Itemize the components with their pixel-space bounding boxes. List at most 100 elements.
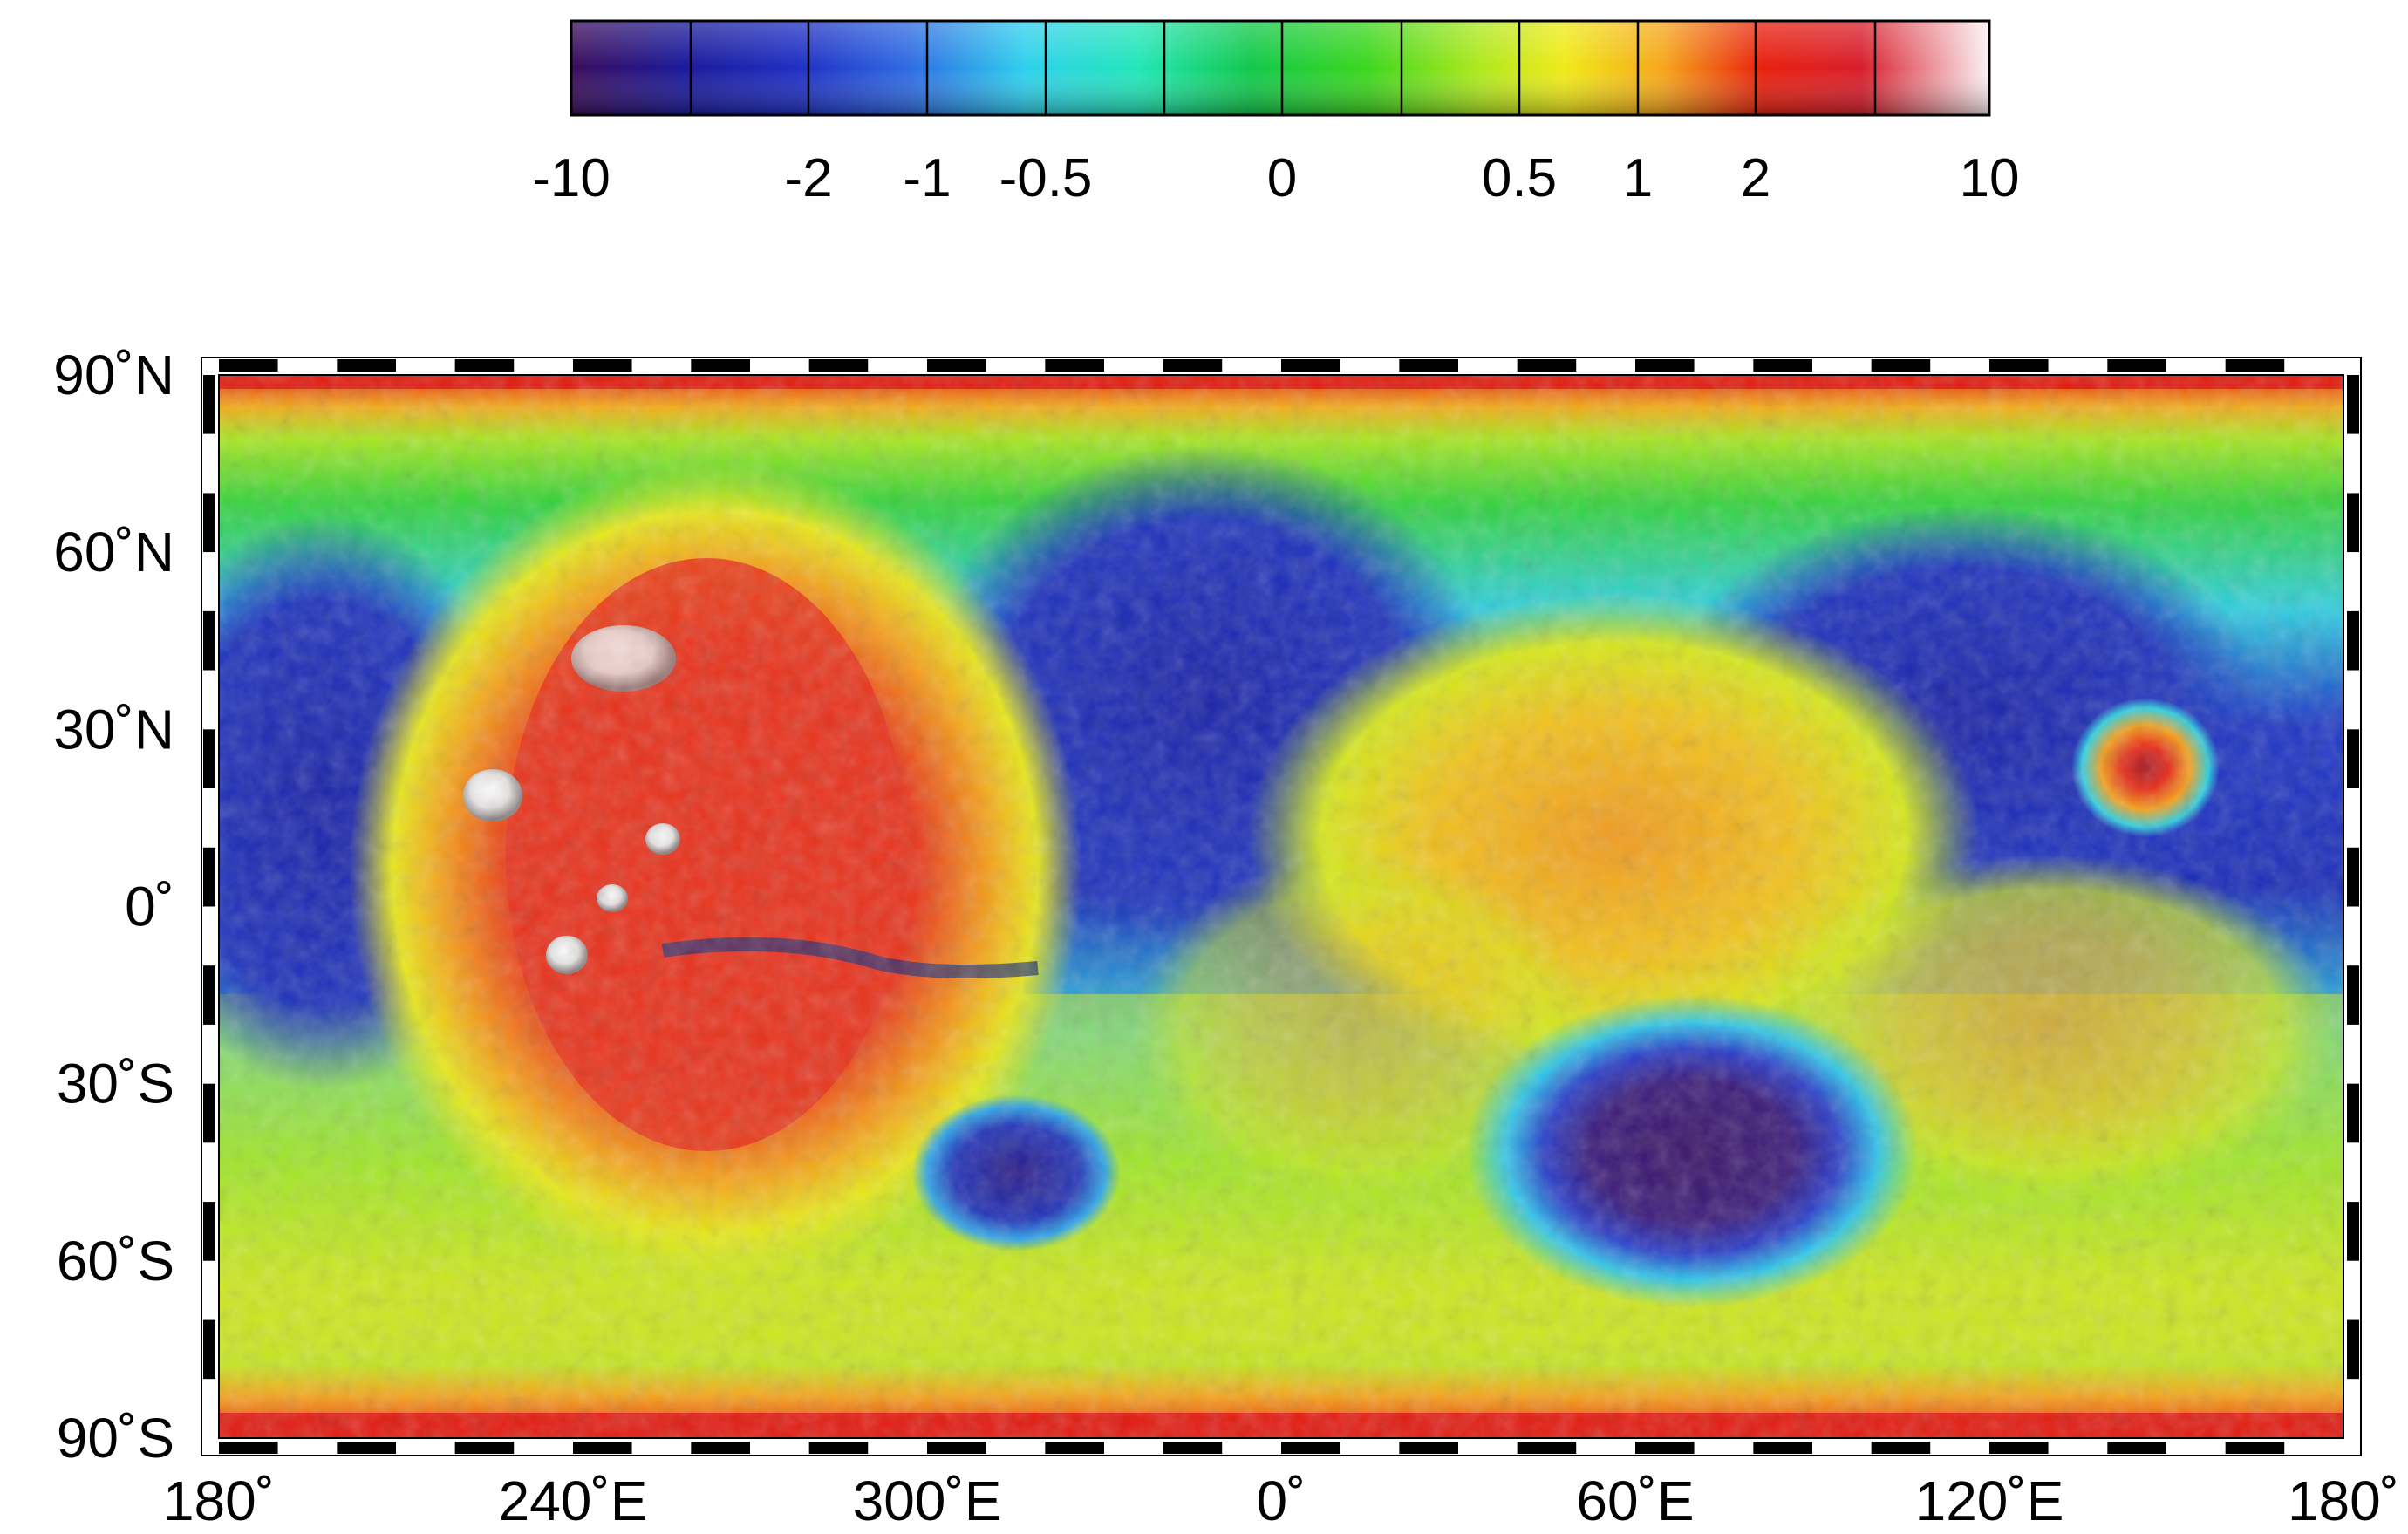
frame-segment-top bbox=[1635, 359, 1695, 372]
frame-segment-left bbox=[203, 1142, 215, 1203]
frame-segment-right bbox=[2347, 1319, 2359, 1380]
frame-segment-top bbox=[514, 359, 573, 372]
frame-segment-left bbox=[203, 1202, 215, 1261]
frame-segment-bottom bbox=[1517, 1442, 1577, 1454]
frame-segment-top bbox=[1517, 359, 1577, 372]
color-scale-tick-label: 1 bbox=[1623, 148, 1653, 208]
frame-segment-top bbox=[1104, 359, 1163, 372]
frame-segment-bottom bbox=[1163, 1442, 1223, 1454]
frame-segment-right bbox=[2347, 906, 2359, 966]
frame-segment-top bbox=[2048, 359, 2108, 372]
frame-segment-left bbox=[203, 375, 215, 434]
frame-segment-right bbox=[2347, 1083, 2359, 1143]
frame-segment-bottom bbox=[1340, 1442, 1400, 1454]
frame-segment-top bbox=[1989, 359, 2049, 372]
frame-segment-left bbox=[203, 1319, 215, 1380]
latitude-labels: 90˚N 60˚N 30˚N 0˚ 30˚S 60˚S 90˚S bbox=[53, 344, 174, 1469]
frame-segment-bottom bbox=[750, 1442, 809, 1454]
color-scale-shading bbox=[571, 21, 1989, 115]
frame-segment-right bbox=[2347, 433, 2359, 494]
frame-segment-top bbox=[2225, 359, 2285, 372]
frame-segment-bottom bbox=[2284, 1442, 2343, 1454]
frame-segment-left bbox=[203, 1024, 215, 1084]
frame-segment-bottom bbox=[1989, 1442, 2049, 1454]
frame-segment-top bbox=[1163, 359, 1223, 372]
frame-segment-bottom bbox=[2107, 1442, 2166, 1454]
frame-segment-bottom bbox=[1812, 1442, 1872, 1454]
frame-segment-top bbox=[750, 359, 809, 372]
frame-segment-bottom bbox=[1045, 1442, 1104, 1454]
frame-segment-top bbox=[1753, 359, 1812, 372]
frame-segment-top bbox=[927, 359, 986, 372]
frame-segment-bottom bbox=[1576, 1442, 1635, 1454]
frame-segment-top bbox=[1222, 359, 1281, 372]
frame-segment-left bbox=[203, 552, 215, 611]
frame-segment-top bbox=[1340, 359, 1400, 372]
frame-segment-bottom bbox=[1694, 1442, 1754, 1454]
frame-segment-top bbox=[1281, 359, 1340, 372]
frame-segment-top bbox=[1871, 359, 1931, 372]
longitude-label: 300˚E bbox=[853, 1469, 1002, 1532]
frame-segment-bottom bbox=[1104, 1442, 1163, 1454]
frame-segment-left bbox=[203, 670, 215, 730]
map-inner-border bbox=[218, 374, 2344, 1439]
frame-segment-bottom bbox=[277, 1442, 338, 1454]
frame-segment-left bbox=[203, 906, 215, 966]
latitude-label: 0˚ bbox=[125, 876, 174, 938]
frame-segment-top bbox=[2166, 359, 2226, 372]
frame-segment-right bbox=[2347, 1379, 2359, 1438]
frame-segment-bottom bbox=[1458, 1442, 1518, 1454]
frame-segment-bottom bbox=[691, 1442, 750, 1454]
frame-segment-top bbox=[2284, 359, 2343, 372]
frame-segment-left bbox=[203, 1379, 215, 1438]
longitude-label: 180˚ bbox=[2288, 1469, 2399, 1532]
frame-segment-bottom bbox=[219, 1442, 278, 1454]
frame-segment-top bbox=[396, 359, 455, 372]
longitude-label: 120˚E bbox=[1915, 1469, 2064, 1532]
frame-segment-top bbox=[1812, 359, 1872, 372]
color-scale-tick-label: -2 bbox=[784, 148, 832, 208]
longitude-label: 180˚ bbox=[163, 1469, 275, 1532]
frame-segment-right bbox=[2347, 493, 2359, 553]
frame-segment-right bbox=[2347, 552, 2359, 611]
frame-segment-right bbox=[2347, 788, 2359, 848]
frame-segment-right bbox=[2347, 1024, 2359, 1084]
longitude-labels: 180˚ 240˚E 300˚E 0˚ 60˚E 120˚E 180˚ bbox=[163, 1469, 2399, 1532]
frame-segment-bottom bbox=[2225, 1442, 2285, 1454]
frame-segment-left bbox=[203, 847, 215, 907]
longitude-label: 0˚ bbox=[1257, 1469, 1306, 1532]
map-outer-border bbox=[201, 357, 2362, 1456]
frame-segment-bottom bbox=[337, 1442, 396, 1454]
latitude-label: 90˚N bbox=[53, 344, 174, 406]
color-scale-tick-label: -0.5 bbox=[999, 148, 1093, 208]
frame-segment-top bbox=[1045, 359, 1104, 372]
frame-segment-top bbox=[454, 359, 515, 372]
frame-segment-right bbox=[2347, 847, 2359, 907]
frame-segment-top bbox=[1458, 359, 1518, 372]
frame-segment-bottom bbox=[1930, 1442, 1989, 1454]
latitude-label: 60˚S bbox=[57, 1230, 174, 1292]
color-scale-tick-label: 0.5 bbox=[1482, 148, 1557, 208]
frame-segment-bottom bbox=[1281, 1442, 1340, 1454]
frame-segment-top bbox=[219, 359, 278, 372]
frame-segment-bottom bbox=[1753, 1442, 1812, 1454]
color-scale-dividers bbox=[689, 21, 1877, 115]
frame-segment-top bbox=[986, 359, 1046, 372]
latitude-label: 30˚S bbox=[57, 1053, 174, 1115]
color-scale-tick-label: -1 bbox=[903, 148, 951, 208]
color-scale-tick-label: 0 bbox=[1267, 148, 1297, 208]
frame-segment-top bbox=[808, 359, 869, 372]
frame-segment-right bbox=[2347, 610, 2359, 671]
frame-segment-top bbox=[1399, 359, 1458, 372]
frame-segment-right bbox=[2347, 1142, 2359, 1203]
frame-segment-left bbox=[203, 965, 215, 1025]
frame-segment-bottom bbox=[2166, 1442, 2226, 1454]
frame-segment-bottom bbox=[573, 1442, 632, 1454]
longitude-label: 60˚E bbox=[1576, 1469, 1694, 1532]
frame-segment-right bbox=[2347, 375, 2359, 434]
frame-segment-top bbox=[868, 359, 927, 372]
frame-segment-left bbox=[203, 493, 215, 553]
frame-segment-bottom bbox=[1222, 1442, 1281, 1454]
frame-segment-right bbox=[2347, 1202, 2359, 1261]
